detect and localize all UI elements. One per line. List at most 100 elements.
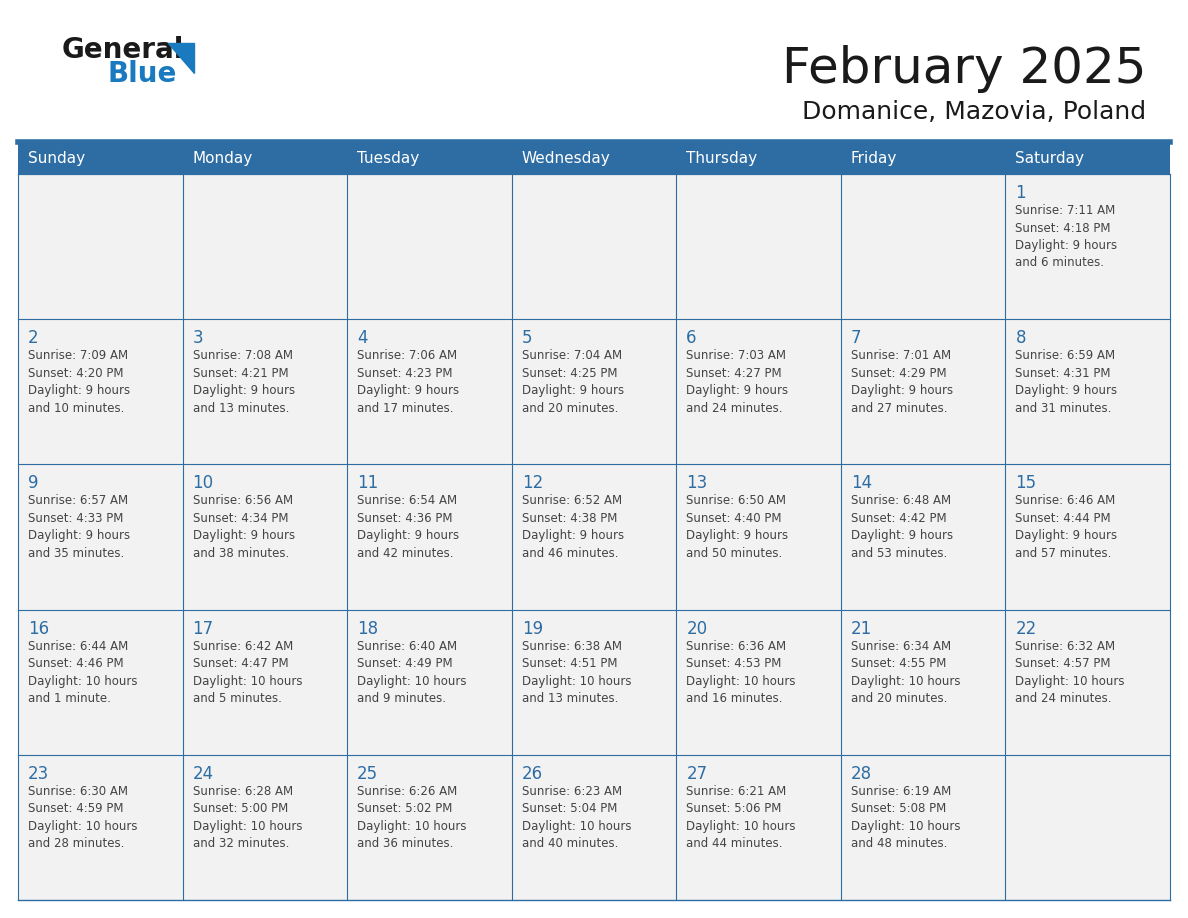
Text: Sunrise: 6:48 AM
Sunset: 4:42 PM
Daylight: 9 hours
and 53 minutes.: Sunrise: 6:48 AM Sunset: 4:42 PM Dayligh… — [851, 495, 953, 560]
Text: 24: 24 — [192, 765, 214, 783]
Bar — [676, 174, 841, 319]
Text: Sunrise: 6:32 AM
Sunset: 4:57 PM
Daylight: 10 hours
and 24 minutes.: Sunrise: 6:32 AM Sunset: 4:57 PM Dayligh… — [1016, 640, 1125, 705]
Text: Monday: Monday — [192, 151, 253, 165]
Text: Sunrise: 6:56 AM
Sunset: 4:34 PM
Daylight: 9 hours
and 38 minutes.: Sunrise: 6:56 AM Sunset: 4:34 PM Dayligh… — [192, 495, 295, 560]
Text: 6: 6 — [687, 330, 697, 347]
Text: 2: 2 — [29, 330, 39, 347]
Text: Sunrise: 6:28 AM
Sunset: 5:00 PM
Daylight: 10 hours
and 32 minutes.: Sunrise: 6:28 AM Sunset: 5:00 PM Dayligh… — [192, 785, 302, 850]
Text: 25: 25 — [358, 765, 378, 783]
Bar — [1005, 610, 1170, 755]
Bar — [183, 610, 347, 755]
Text: Sunrise: 6:50 AM
Sunset: 4:40 PM
Daylight: 9 hours
and 50 minutes.: Sunrise: 6:50 AM Sunset: 4:40 PM Dayligh… — [687, 495, 789, 560]
Text: Sunrise: 6:54 AM
Sunset: 4:36 PM
Daylight: 9 hours
and 42 minutes.: Sunrise: 6:54 AM Sunset: 4:36 PM Dayligh… — [358, 495, 460, 560]
Text: 12: 12 — [522, 475, 543, 492]
Bar — [841, 319, 1005, 465]
Text: Sunrise: 7:04 AM
Sunset: 4:25 PM
Daylight: 9 hours
and 20 minutes.: Sunrise: 7:04 AM Sunset: 4:25 PM Dayligh… — [522, 349, 624, 415]
Text: 15: 15 — [1016, 475, 1037, 492]
Text: Saturday: Saturday — [1016, 151, 1085, 165]
Text: Wednesday: Wednesday — [522, 151, 611, 165]
Text: 5: 5 — [522, 330, 532, 347]
Bar — [841, 465, 1005, 610]
Bar — [512, 319, 676, 465]
Bar — [841, 610, 1005, 755]
Bar — [512, 755, 676, 900]
Text: 20: 20 — [687, 620, 707, 638]
Bar — [676, 319, 841, 465]
Text: 16: 16 — [29, 620, 49, 638]
Bar — [18, 465, 183, 610]
Bar — [18, 610, 183, 755]
Text: Sunrise: 6:59 AM
Sunset: 4:31 PM
Daylight: 9 hours
and 31 minutes.: Sunrise: 6:59 AM Sunset: 4:31 PM Dayligh… — [1016, 349, 1118, 415]
Text: Sunrise: 6:34 AM
Sunset: 4:55 PM
Daylight: 10 hours
and 20 minutes.: Sunrise: 6:34 AM Sunset: 4:55 PM Dayligh… — [851, 640, 960, 705]
Bar — [512, 610, 676, 755]
Bar — [183, 319, 347, 465]
Text: Sunrise: 6:44 AM
Sunset: 4:46 PM
Daylight: 10 hours
and 1 minute.: Sunrise: 6:44 AM Sunset: 4:46 PM Dayligh… — [29, 640, 138, 705]
Text: Sunrise: 6:52 AM
Sunset: 4:38 PM
Daylight: 9 hours
and 46 minutes.: Sunrise: 6:52 AM Sunset: 4:38 PM Dayligh… — [522, 495, 624, 560]
Text: 19: 19 — [522, 620, 543, 638]
Text: Sunday: Sunday — [29, 151, 86, 165]
Text: Sunrise: 7:08 AM
Sunset: 4:21 PM
Daylight: 9 hours
and 13 minutes.: Sunrise: 7:08 AM Sunset: 4:21 PM Dayligh… — [192, 349, 295, 415]
Text: 1: 1 — [1016, 184, 1026, 202]
Bar — [18, 142, 1170, 174]
Text: 7: 7 — [851, 330, 861, 347]
Text: Domanice, Mazovia, Poland: Domanice, Mazovia, Poland — [802, 100, 1146, 124]
Bar — [841, 755, 1005, 900]
Text: 4: 4 — [358, 330, 367, 347]
Text: Tuesday: Tuesday — [358, 151, 419, 165]
Bar — [676, 610, 841, 755]
Text: 10: 10 — [192, 475, 214, 492]
Bar — [183, 755, 347, 900]
Text: Sunrise: 6:42 AM
Sunset: 4:47 PM
Daylight: 10 hours
and 5 minutes.: Sunrise: 6:42 AM Sunset: 4:47 PM Dayligh… — [192, 640, 302, 705]
Text: Sunrise: 7:03 AM
Sunset: 4:27 PM
Daylight: 9 hours
and 24 minutes.: Sunrise: 7:03 AM Sunset: 4:27 PM Dayligh… — [687, 349, 789, 415]
Text: 28: 28 — [851, 765, 872, 783]
Text: Friday: Friday — [851, 151, 897, 165]
Text: 23: 23 — [29, 765, 49, 783]
Text: Thursday: Thursday — [687, 151, 758, 165]
Text: 11: 11 — [358, 475, 379, 492]
Text: Sunrise: 6:36 AM
Sunset: 4:53 PM
Daylight: 10 hours
and 16 minutes.: Sunrise: 6:36 AM Sunset: 4:53 PM Dayligh… — [687, 640, 796, 705]
Bar — [512, 174, 676, 319]
Bar — [347, 465, 512, 610]
Text: 27: 27 — [687, 765, 707, 783]
Bar — [347, 755, 512, 900]
Text: 9: 9 — [29, 475, 38, 492]
Text: Sunrise: 6:19 AM
Sunset: 5:08 PM
Daylight: 10 hours
and 48 minutes.: Sunrise: 6:19 AM Sunset: 5:08 PM Dayligh… — [851, 785, 960, 850]
Bar — [18, 174, 183, 319]
Text: Sunrise: 6:26 AM
Sunset: 5:02 PM
Daylight: 10 hours
and 36 minutes.: Sunrise: 6:26 AM Sunset: 5:02 PM Dayligh… — [358, 785, 467, 850]
Bar — [183, 465, 347, 610]
Text: 26: 26 — [522, 765, 543, 783]
Bar — [676, 755, 841, 900]
Bar — [1005, 319, 1170, 465]
Bar — [18, 319, 183, 465]
Bar — [1005, 755, 1170, 900]
Text: General: General — [62, 36, 184, 64]
Text: 8: 8 — [1016, 330, 1026, 347]
Bar — [676, 465, 841, 610]
Text: 3: 3 — [192, 330, 203, 347]
Bar — [18, 755, 183, 900]
Text: 17: 17 — [192, 620, 214, 638]
Bar — [183, 174, 347, 319]
Text: Sunrise: 6:30 AM
Sunset: 4:59 PM
Daylight: 10 hours
and 28 minutes.: Sunrise: 6:30 AM Sunset: 4:59 PM Dayligh… — [29, 785, 138, 850]
Bar — [347, 174, 512, 319]
Text: Sunrise: 6:21 AM
Sunset: 5:06 PM
Daylight: 10 hours
and 44 minutes.: Sunrise: 6:21 AM Sunset: 5:06 PM Dayligh… — [687, 785, 796, 850]
Text: 18: 18 — [358, 620, 378, 638]
Text: Sunrise: 6:46 AM
Sunset: 4:44 PM
Daylight: 9 hours
and 57 minutes.: Sunrise: 6:46 AM Sunset: 4:44 PM Dayligh… — [1016, 495, 1118, 560]
Bar — [841, 174, 1005, 319]
Text: 22: 22 — [1016, 620, 1037, 638]
Text: Sunrise: 6:23 AM
Sunset: 5:04 PM
Daylight: 10 hours
and 40 minutes.: Sunrise: 6:23 AM Sunset: 5:04 PM Dayligh… — [522, 785, 631, 850]
Text: February 2025: February 2025 — [782, 45, 1146, 93]
Text: Sunrise: 7:11 AM
Sunset: 4:18 PM
Daylight: 9 hours
and 6 minutes.: Sunrise: 7:11 AM Sunset: 4:18 PM Dayligh… — [1016, 204, 1118, 270]
Text: Sunrise: 7:09 AM
Sunset: 4:20 PM
Daylight: 9 hours
and 10 minutes.: Sunrise: 7:09 AM Sunset: 4:20 PM Dayligh… — [29, 349, 131, 415]
Bar — [1005, 174, 1170, 319]
Text: Sunrise: 7:06 AM
Sunset: 4:23 PM
Daylight: 9 hours
and 17 minutes.: Sunrise: 7:06 AM Sunset: 4:23 PM Dayligh… — [358, 349, 460, 415]
Bar — [1005, 465, 1170, 610]
Text: Blue: Blue — [108, 60, 177, 88]
Polygon shape — [168, 43, 194, 73]
Text: 21: 21 — [851, 620, 872, 638]
Bar — [512, 465, 676, 610]
Text: Sunrise: 6:57 AM
Sunset: 4:33 PM
Daylight: 9 hours
and 35 minutes.: Sunrise: 6:57 AM Sunset: 4:33 PM Dayligh… — [29, 495, 131, 560]
Text: Sunrise: 6:38 AM
Sunset: 4:51 PM
Daylight: 10 hours
and 13 minutes.: Sunrise: 6:38 AM Sunset: 4:51 PM Dayligh… — [522, 640, 631, 705]
Text: 13: 13 — [687, 475, 708, 492]
Text: Sunrise: 6:40 AM
Sunset: 4:49 PM
Daylight: 10 hours
and 9 minutes.: Sunrise: 6:40 AM Sunset: 4:49 PM Dayligh… — [358, 640, 467, 705]
